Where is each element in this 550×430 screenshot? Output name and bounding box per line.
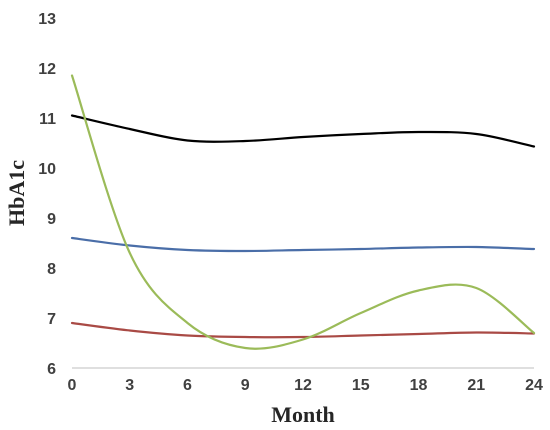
- y-tick-label: 9: [47, 211, 56, 228]
- x-tick-label: 6: [183, 377, 192, 394]
- y-tick-label: 7: [47, 311, 56, 328]
- x-tick-label: 15: [352, 377, 370, 394]
- series-line-3: [70, 321, 536, 339]
- series-line-4: [70, 74, 536, 350]
- series-line-1: [70, 114, 536, 148]
- y-tick-label: 11: [39, 111, 56, 128]
- x-tick-label: 21: [467, 377, 485, 394]
- x-tick-label: 12: [294, 377, 312, 394]
- x-tick-label: 9: [241, 377, 250, 394]
- x-axis-title: Month: [271, 402, 335, 427]
- x-axis-ticks: 0 3 6 9 12 15 18 21 24: [68, 377, 543, 394]
- x-tick-label: 18: [410, 377, 428, 394]
- y-tick-label: 10: [38, 161, 56, 178]
- y-tick-label: 13: [38, 11, 56, 28]
- y-tick-label: 6: [47, 361, 56, 378]
- y-axis-ticks: 6 7 8 9 10 11 12 13: [38, 11, 56, 378]
- x-tick-label: 0: [68, 377, 77, 394]
- series-layer: [70, 74, 536, 350]
- series-line-2: [70, 236, 536, 253]
- x-tick-label: 24: [525, 377, 543, 394]
- y-axis-title: HbA1c: [4, 160, 29, 226]
- y-tick-label: 8: [47, 261, 56, 278]
- y-tick-label: 12: [38, 61, 56, 78]
- x-tick-label: 3: [125, 377, 134, 394]
